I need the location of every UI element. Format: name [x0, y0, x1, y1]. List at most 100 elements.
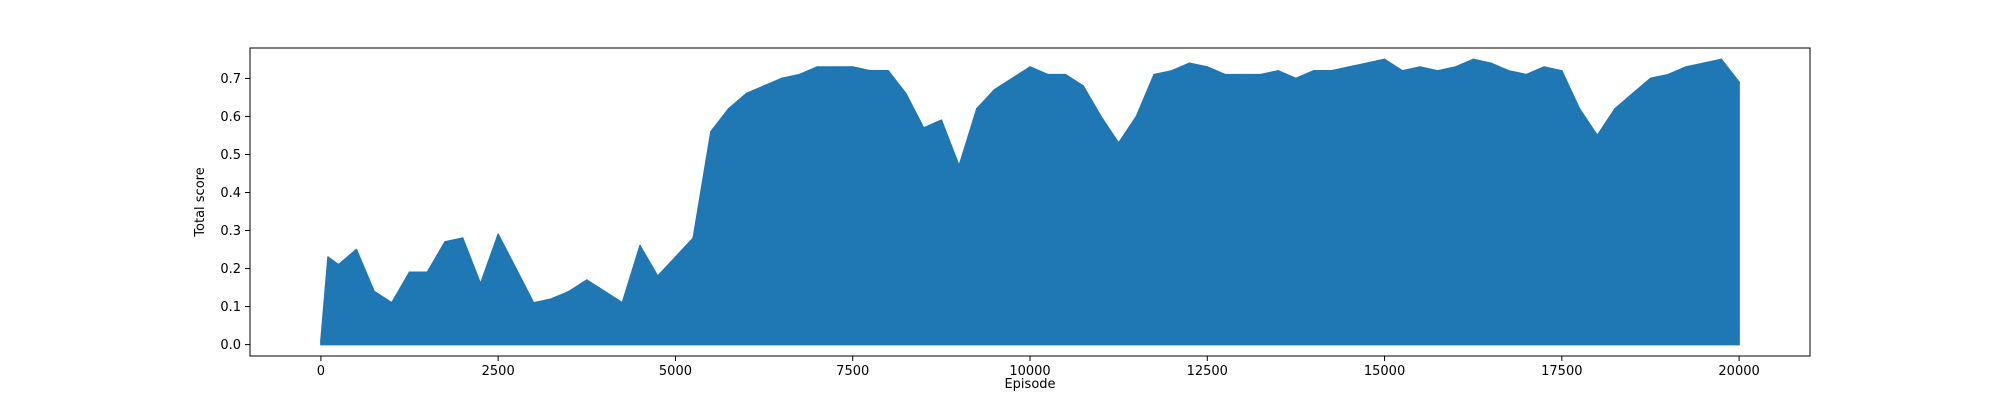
series-point	[1649, 77, 1652, 80]
x-tick-label: 15000	[1364, 364, 1405, 379]
series-point	[1330, 70, 1333, 72]
series-point	[656, 275, 659, 277]
series-point	[745, 92, 748, 95]
series-point	[1596, 134, 1599, 137]
series-point	[922, 127, 925, 129]
series-point	[1401, 70, 1404, 72]
series-point	[1667, 73, 1669, 76]
y-tick-label: 0.6	[220, 110, 241, 125]
series-point	[1631, 92, 1634, 95]
series-point	[1720, 58, 1723, 61]
series-point	[568, 290, 570, 293]
series-point	[1472, 58, 1474, 61]
series-point	[1312, 70, 1315, 72]
x-tick-label: 20000	[1718, 364, 1759, 379]
y-axis-label: Total score	[193, 167, 208, 237]
series-point	[1011, 77, 1014, 80]
series-point	[674, 256, 677, 258]
series-point	[586, 279, 588, 281]
series-point	[1295, 77, 1297, 80]
series-point	[1454, 66, 1457, 68]
series-point	[497, 233, 500, 236]
series-point	[603, 290, 606, 293]
series-point	[532, 302, 535, 304]
series-point	[1117, 142, 1120, 144]
y-tick-label: 0.4	[220, 186, 241, 201]
series-point	[373, 290, 375, 293]
series-point	[1064, 73, 1067, 76]
series-point	[408, 271, 411, 274]
series-point	[337, 263, 340, 266]
series-point	[1171, 70, 1173, 72]
series-point	[1188, 62, 1191, 64]
x-tick-label: 0	[317, 364, 325, 379]
series-point	[1277, 70, 1279, 72]
series-point	[1259, 73, 1262, 76]
series-point	[869, 70, 872, 72]
series-point	[391, 302, 393, 304]
x-tick-label: 17500	[1541, 364, 1582, 379]
y-tick-label: 0.5	[220, 148, 241, 163]
series-point	[1507, 70, 1510, 72]
x-tick-label: 10000	[1009, 364, 1050, 379]
x-axis-label: Episode	[1004, 377, 1055, 392]
series-point	[327, 256, 329, 258]
series-point	[834, 66, 836, 68]
series-point	[851, 66, 854, 68]
x-tick-label: 7500	[836, 364, 869, 379]
y-tick-label: 0.1	[220, 300, 241, 315]
series-point	[727, 108, 730, 110]
series-point	[1348, 66, 1350, 68]
series-point	[816, 66, 819, 68]
series-layer	[320, 58, 1740, 346]
y-tick-label: 0.2	[220, 262, 241, 277]
series-point	[993, 89, 996, 91]
series-point	[1153, 73, 1155, 76]
series-point	[1738, 81, 1740, 83]
series-point	[1046, 73, 1049, 76]
series-point	[479, 283, 482, 285]
x-axis: 0 2500 5000 7500 10000 12500 15000 17500 20000	[317, 356, 1760, 379]
series-point	[1100, 115, 1102, 118]
series-point	[798, 73, 801, 76]
y-tick-label: 0.0	[220, 338, 241, 353]
series-point	[976, 108, 978, 110]
series-point	[1614, 108, 1616, 110]
y-axis: 0.0 0.1 0.2 0.3 0.4 0.5 0.6 0.7	[220, 72, 250, 353]
score-series-band	[320, 58, 1740, 346]
series-point	[355, 248, 358, 251]
series-point	[550, 298, 553, 300]
series-point	[905, 92, 907, 95]
series-point	[1383, 58, 1386, 61]
series-point	[1029, 66, 1031, 68]
series-point	[426, 271, 429, 274]
series-point	[621, 302, 624, 304]
series-point	[461, 237, 464, 239]
series-point	[1224, 73, 1226, 76]
series-point	[1561, 70, 1563, 72]
series-point	[320, 340, 322, 342]
series-point	[940, 119, 943, 121]
series-point	[1685, 66, 1687, 68]
x-tick-label: 5000	[659, 364, 692, 379]
series-point	[1135, 115, 1138, 118]
x-tick-label: 12500	[1187, 364, 1228, 379]
y-tick-label: 0.7	[220, 72, 241, 87]
series-point	[692, 237, 694, 239]
series-point	[444, 241, 446, 243]
series-point	[1525, 73, 1528, 76]
series-point	[710, 130, 712, 133]
series-point	[1702, 62, 1705, 64]
series-point	[1543, 66, 1545, 68]
series-point	[1082, 85, 1084, 87]
series-point	[1578, 108, 1581, 110]
series-point	[1366, 62, 1368, 64]
series-point	[1241, 73, 1244, 76]
series-point	[958, 165, 960, 167]
series-point	[1490, 62, 1492, 64]
series-point	[1436, 70, 1439, 72]
series-point	[781, 77, 783, 80]
series-point	[639, 244, 641, 247]
series-point	[515, 267, 517, 270]
